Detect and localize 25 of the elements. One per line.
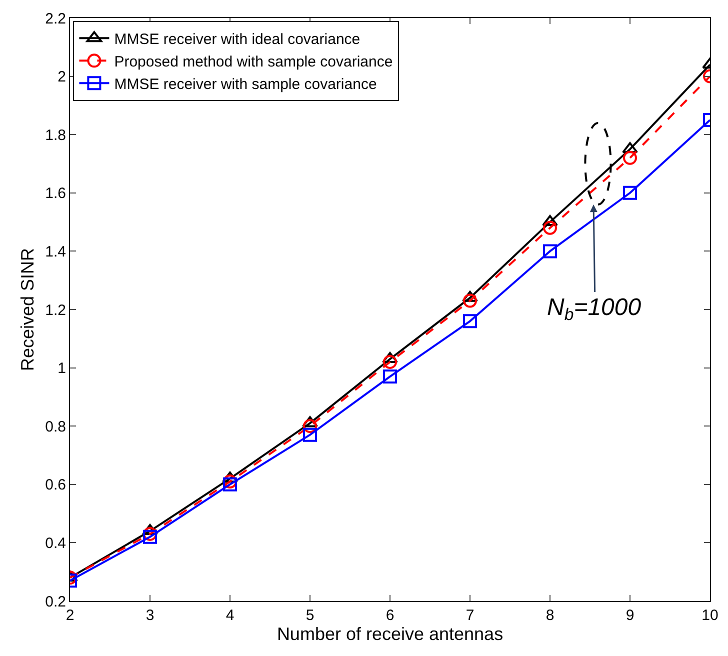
y-tick-label: 2.2 (45, 10, 66, 28)
annotation: N$_{b}$=1000 (547, 294, 642, 324)
x-tick-label: 3 (146, 607, 154, 624)
x-axis-title: Number of receive antennas (276, 624, 504, 644)
y-tick-label: 2 (58, 68, 66, 86)
x-tick-label: 9 (626, 607, 634, 624)
legend-label: MMSE receiver with ideal covariance (114, 31, 360, 48)
y-tick-label: 1 (58, 360, 66, 378)
x-tick-label: 6 (386, 607, 394, 624)
y-axis-title: Received SINR (17, 248, 38, 372)
x-tick-label: 8 (546, 607, 554, 624)
y-tick-label: 1.6 (45, 185, 66, 202)
x-tick-label: 7 (466, 607, 474, 624)
y-tick-label: 0.6 (45, 476, 66, 494)
x-tick-label: 5 (306, 607, 314, 624)
y-tick-label: 1.8 (45, 126, 66, 144)
y-tick-label: 0.4 (45, 534, 66, 552)
y-tick-label: 1.2 (45, 302, 66, 319)
legend-label: MMSE receiver with sample covariance (114, 76, 377, 94)
y-tick-label: 1.4 (45, 243, 66, 260)
y-tick-label: 0.2 (45, 593, 66, 610)
legend-label: Proposed method with sample covariance (114, 54, 393, 71)
y-tick-label: 0.8 (45, 418, 66, 436)
x-tick-label: 4 (226, 607, 234, 624)
x-tick-label: 10 (702, 607, 718, 624)
